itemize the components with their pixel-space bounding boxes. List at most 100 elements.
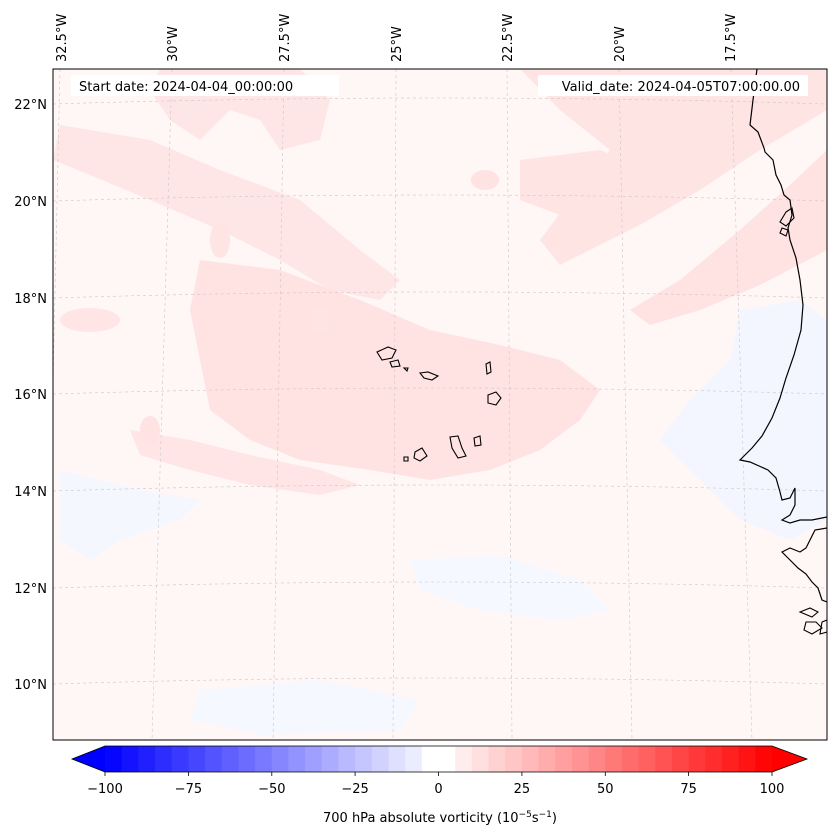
colorbar-title: 700 hPa absolute vorticity (10−5s−1) [323,810,557,826]
cb-tick-label-4: −25 [341,782,368,797]
colorbar-segments [105,746,773,772]
colorbar-segment [355,746,373,772]
parallel-22n [53,97,827,105]
canary-island-fuerteventura [779,207,795,227]
colorbar-segment [538,746,556,772]
colorbar: −100 −75 −50 −25 0 25 50 75 100 700 hPa … [70,745,809,826]
island-brava [403,456,409,462]
lon-label-22-5w: 22.5°W [501,14,516,62]
vorticity-band-diagonal [630,150,827,325]
lat-label-20n: 20°N [14,195,47,210]
vorticity-blob-4 [210,222,230,258]
vorticity-region-west-streak [53,125,400,300]
cb-tick-label-6: 25 [514,782,531,797]
colorbar-segment [121,746,139,772]
colorbar-segment [171,746,189,772]
colorbar-title-unit: s [532,811,539,826]
colorbar-title-main: 700 hPa absolute vorticity (10 [323,811,519,826]
plot-frame [52,68,828,741]
negative-vorticity-south [190,680,420,735]
lat-label-16n: 16°N [14,388,47,403]
meridian-20w [618,69,633,740]
vorticity-field: Start date: 2024-04-04_00:00:00 Valid_da… [53,69,827,740]
colorbar-segment [571,746,590,772]
meridian-30w [151,69,173,740]
cape-verde-islands [376,346,502,462]
cb-tick-label-9: 100 [760,782,785,797]
colorbar-segment [721,746,740,772]
colorbar-segment [738,746,756,772]
vorticity-region-southwest [130,430,360,495]
colorbar-segment [655,746,673,772]
lon-label-32-5w: 32.5°W [55,14,70,62]
colorbar-segment [138,746,156,772]
colorbar-ticks [104,772,773,776]
parallel-12n [53,581,827,589]
colorbar-segment [288,746,306,772]
parallel-16n [53,387,827,395]
lon-label-17-5w: 17.5°W [724,14,739,62]
island-maio [473,435,482,447]
meridian-27-5w [272,69,285,740]
vorticity-blob-2 [140,416,160,444]
colorbar-segment [371,746,390,772]
lon-label-20w: 20°W [613,26,628,62]
canary-island-lanzarote [779,227,789,237]
negative-vorticity-southwest [60,470,200,560]
colorbar-segment [438,746,456,772]
africa-coastline [738,69,827,524]
meridian-17-5w [730,69,753,740]
colorbar-extend-max [772,746,807,772]
colorbar-segment [255,746,273,772]
lat-label-10n: 10°N [14,678,47,693]
africa-coastline-south [780,527,827,603]
colorbar-tick-labels: −100 −75 −50 −25 0 25 50 75 100 [87,782,784,797]
colorbar-segment [671,746,690,772]
colorbar-segment [505,746,523,772]
meridian-22-5w [506,69,513,740]
island-sao-nicolau [418,371,440,381]
graticule [53,69,827,740]
cb-tick-label-3: −50 [258,782,285,797]
vorticity-blob-1 [471,170,499,190]
negative-vorticity-east [660,300,827,540]
cb-tick-label-5: 0 [434,782,442,797]
bijagos-islands [798,607,827,635]
longitude-labels: 32.5°W 30°W 27.5°W 25°W 22.5°W 20°W 17.5… [55,14,739,62]
island-santa-luzia [402,367,409,373]
parallel-10n [53,677,827,685]
colorbar-segment [605,746,623,772]
colorbar-segment [221,746,240,772]
valid-date-label: Valid_date: 2024-04-05T07:00:00.00 [562,80,800,95]
island-sao-vicente [389,359,401,368]
vorticity-region-central [190,260,600,480]
colorbar-segment [638,746,656,772]
latitude-labels: 22°N 20°N 18°N 16°N 14°N 12°N 10°N [14,98,47,693]
colorbar-segment [488,746,506,772]
colorbar-segment [588,746,606,772]
start-date-box [71,75,339,96]
cb-tick-label-8: 75 [680,782,697,797]
colorbar-segment [705,746,723,772]
colorbar-title-exp2: −1 [539,810,552,820]
cb-tick-label-1: −100 [87,782,123,797]
colorbar-title-close: ) [552,811,557,826]
island-santo-antao [376,346,397,361]
colorbar-segment [271,746,290,772]
lat-label-12n: 12°N [14,582,47,597]
colorbar-segment [555,746,573,772]
vorticity-region-east-streak [520,150,650,215]
lon-label-27-5w: 27.5°W [278,14,293,62]
lat-label-14n: 14°N [14,485,47,500]
cb-tick-label-2: −75 [175,782,202,797]
lon-label-25w: 25°W [390,26,405,62]
island-fogo [413,447,428,462]
colorbar-segment [105,746,123,772]
start-date-label: Start date: 2024-04-04_00:00:00 [79,80,293,95]
colorbar-segment [155,746,173,772]
colorbar-segment [238,746,256,772]
colorbar-segment [755,746,773,772]
parallel-14n [53,484,827,492]
colorbar-segment [688,746,706,772]
